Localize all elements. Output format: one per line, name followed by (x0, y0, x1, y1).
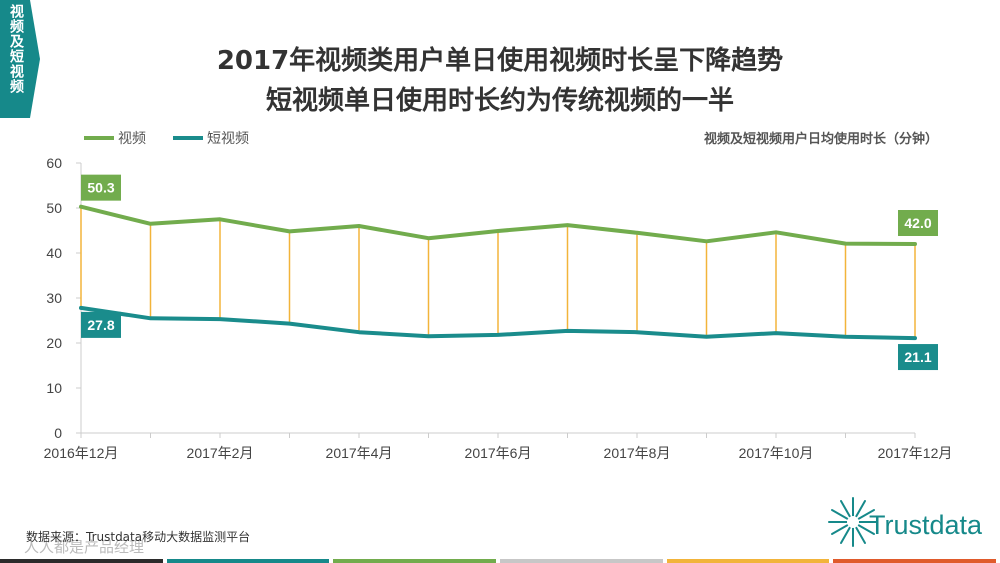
bottom-bar-segment (0, 559, 163, 563)
data-label-box (81, 311, 121, 338)
legend-label-short-video: 短视频 (207, 130, 249, 146)
bottom-bar-segment (166, 559, 330, 563)
data-label-box (898, 344, 938, 371)
logo-center (847, 516, 859, 528)
bottom-bar-segment (833, 559, 997, 563)
y-tick-label: 10 (46, 380, 62, 396)
bottom-bar-segment (333, 559, 497, 563)
x-tick-label: 2016年12月 (44, 445, 119, 461)
data-label: 27.8 (87, 317, 114, 333)
data-label-box (898, 210, 938, 236)
side-tab-arrow (30, 0, 40, 118)
data-label-box (81, 174, 121, 201)
x-tick-label: 2017年10月 (739, 445, 814, 461)
x-tick-label: 2017年12月 (878, 445, 953, 461)
y-tick-label: 40 (46, 245, 62, 261)
series-line-video (79, 204, 917, 246)
x-tick-label: 2017年6月 (465, 445, 532, 461)
bottom-color-bar (0, 559, 1000, 563)
legend-label-video: 视频 (118, 130, 146, 146)
series-line-short-video (79, 305, 917, 341)
y-tick-label: 30 (46, 290, 62, 306)
x-tick-label: 2017年4月 (326, 445, 393, 461)
y-tick-label: 50 (46, 200, 62, 216)
watermark-text: 人人都是产品经理 (24, 539, 144, 556)
bottom-bar-segment (666, 559, 830, 563)
x-tick-label: 2017年8月 (604, 445, 671, 461)
logo-text: Trustdata (869, 510, 983, 540)
data-label: 50.3 (87, 180, 114, 196)
x-tick-label: 2017年2月 (187, 445, 254, 461)
y-tick-label: 20 (46, 335, 62, 351)
chart-title-line2: 短视频单日使用时长约为传统视频的一半 (265, 86, 734, 116)
side-tab: 视频及短视频 (0, 0, 30, 118)
data-label: 21.1 (904, 349, 931, 365)
trustdata-logo: Trustdata (828, 497, 983, 547)
bottom-bar-segment (500, 559, 663, 563)
chart-subtitle: 视频及短视频用户日均使用时长（分钟） (704, 131, 938, 146)
data-source: 数据来源：Trustdata移动大数据监测平台 (26, 530, 251, 544)
chart-title-line1: 2017年视频类用户单日使用视频时长呈下降趋势 (216, 46, 784, 76)
y-tick-label: 60 (46, 155, 62, 171)
side-tab-label: 视频及短视频 (8, 4, 24, 94)
data-label: 42.0 (904, 215, 931, 231)
y-tick-label: 0 (54, 425, 62, 441)
